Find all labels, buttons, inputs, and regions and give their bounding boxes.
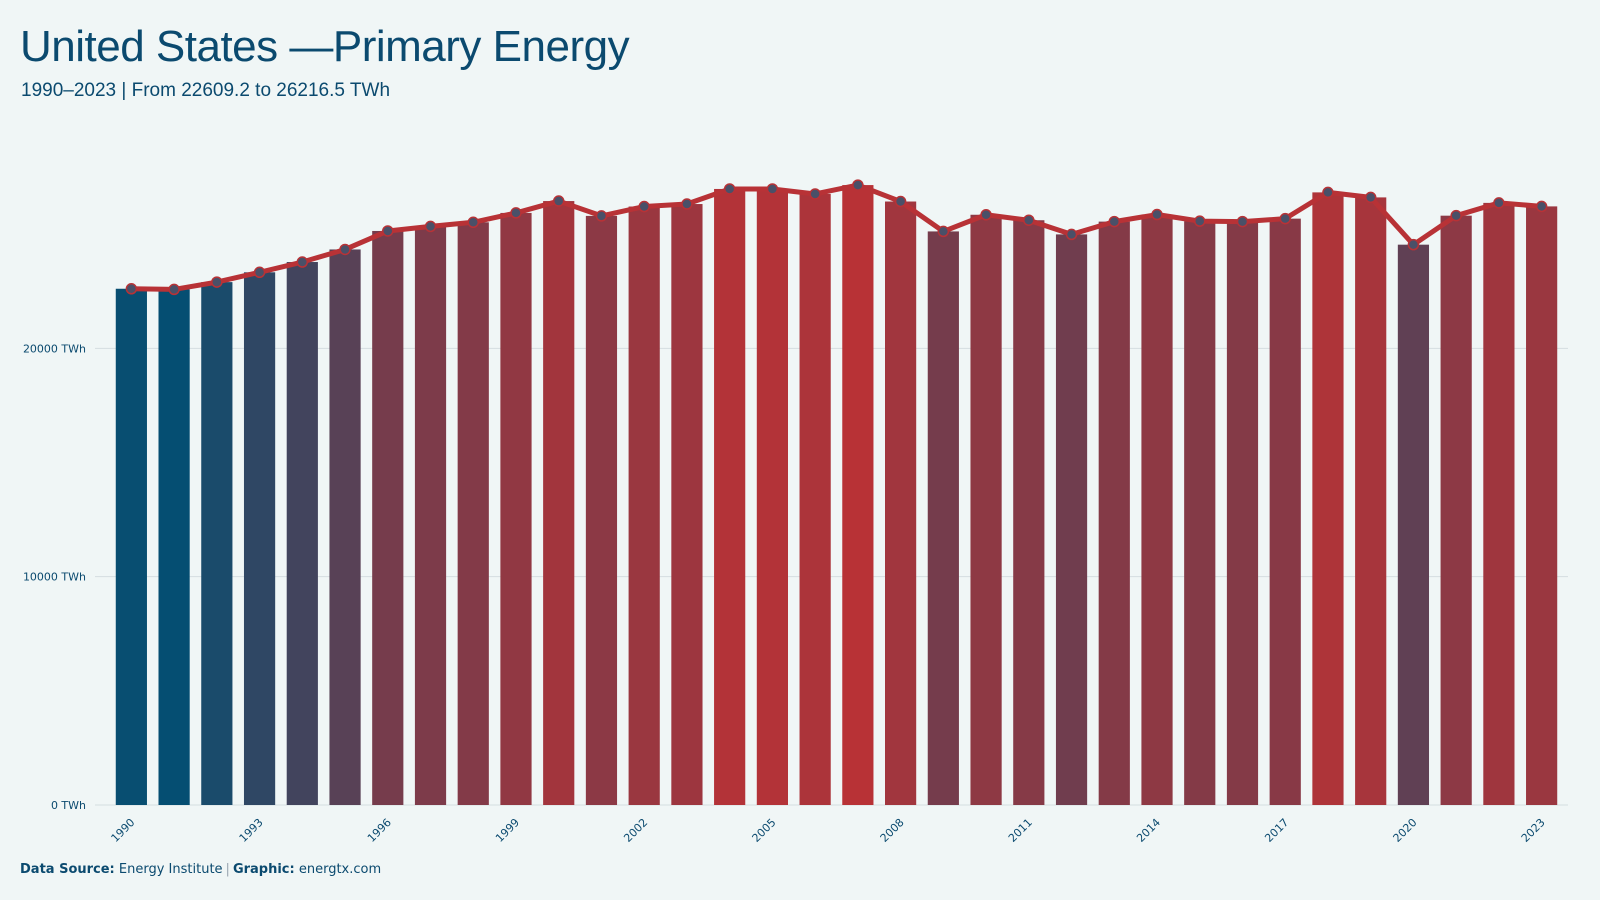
x-tick-label: 1990 <box>108 816 137 845</box>
x-tick-label: 2005 <box>750 816 779 845</box>
bar-2017 <box>1269 218 1301 805</box>
bar-2004 <box>714 188 746 805</box>
bar-2001 <box>585 215 618 805</box>
point-2008 <box>894 195 907 208</box>
y-tick-label: 20000 TWh <box>23 342 86 355</box>
bar-1996 <box>372 230 404 806</box>
point-2000 <box>552 195 565 207</box>
bar-2016 <box>1226 221 1259 805</box>
bar-2014 <box>1141 214 1173 805</box>
bar-2002 <box>628 206 660 805</box>
bar-1999 <box>500 212 532 806</box>
point-1999 <box>510 207 522 219</box>
bar-1990 <box>115 288 147 805</box>
point-1994 <box>296 256 309 268</box>
bar-2006 <box>799 193 831 806</box>
chart-subtitle: 1990–2023 | From 22609.2 to 26216.5 TWh <box>21 80 391 101</box>
point-2014 <box>1151 208 1163 221</box>
point-1990 <box>125 283 138 295</box>
x-tick-label: 2002 <box>621 816 650 845</box>
point-2004 <box>723 183 736 195</box>
point-2001 <box>595 210 608 222</box>
point-2019 <box>1364 191 1377 204</box>
bar-1991 <box>158 289 190 805</box>
bar-2008 <box>885 201 917 805</box>
bar-2003 <box>671 204 703 805</box>
bar-2013 <box>1098 221 1130 805</box>
bar-2022 <box>1483 202 1515 805</box>
x-tick-label: 2008 <box>878 816 907 845</box>
point-2013 <box>1108 215 1121 228</box>
point-1992 <box>211 276 223 288</box>
point-2009 <box>937 225 950 238</box>
bar-1998 <box>457 222 489 805</box>
bar-2012 <box>1055 234 1088 805</box>
bar-2021 <box>1440 215 1472 806</box>
bar-2023 <box>1526 206 1558 806</box>
footer-credits: Data Source: Energy Institute | Graphic: e… <box>20 862 381 877</box>
point-1996 <box>382 225 394 237</box>
point-2005 <box>766 183 779 195</box>
source-value: Energy Institute <box>118 862 223 877</box>
point-2010 <box>980 209 992 221</box>
x-tick-label: 2017 <box>1262 816 1291 845</box>
point-2023 <box>1535 200 1548 213</box>
bar-2000 <box>543 201 575 805</box>
source-label: Data Source: <box>20 862 115 877</box>
point-2007 <box>852 179 864 191</box>
point-1993 <box>253 266 266 279</box>
point-2022 <box>1493 197 1505 209</box>
x-tick-label: 2014 <box>1134 816 1163 845</box>
x-tick-label: 1999 <box>493 816 522 845</box>
point-2006 <box>809 188 821 200</box>
x-axis-ticks: 1990 1993 1996 1999 2002 2005 2008 2011 2014 2017… <box>108 816 1547 845</box>
point-2020 <box>1407 238 1420 251</box>
x-tick-label: 1993 <box>237 816 266 845</box>
point-2011 <box>1023 214 1035 226</box>
footer-separator: | <box>225 862 230 877</box>
graphic-value: energtx.com <box>298 862 382 877</box>
point-1995 <box>339 243 351 256</box>
x-tick-label: 1996 <box>365 816 394 845</box>
bars <box>115 185 1558 806</box>
bar-2018 <box>1312 192 1344 806</box>
bar-2010 <box>970 214 1002 806</box>
bar-1995 <box>329 249 361 806</box>
bar-1993 <box>243 272 276 805</box>
point-2021 <box>1450 209 1462 222</box>
trend-line-group <box>125 179 1548 296</box>
x-tick-label: 2011 <box>1006 816 1035 845</box>
bar-2009 <box>927 231 959 806</box>
bar-1997 <box>414 226 447 806</box>
point-2016 <box>1236 215 1249 228</box>
point-1997 <box>424 220 437 233</box>
point-2002 <box>638 200 650 213</box>
x-tick-label: 2023 <box>1519 816 1548 845</box>
point-1998 <box>467 216 479 229</box>
bar-2020 <box>1397 244 1430 806</box>
y-tick-label: 0 TWh <box>51 799 86 812</box>
point-2003 <box>681 198 693 210</box>
y-tick-label: 10000 TWh <box>23 571 86 584</box>
point-1991 <box>168 283 180 296</box>
bar-2015 <box>1184 221 1216 805</box>
graphic-label: Graphic: <box>232 862 295 877</box>
trend-line <box>128 182 1545 292</box>
y-axis-ticks: 0 TWh 10000 TWh 20000 TWh <box>23 342 86 812</box>
point-2018 <box>1322 186 1334 199</box>
point-2012 <box>1065 228 1078 241</box>
bar-2011 <box>1013 220 1045 805</box>
point-2017 <box>1279 212 1291 225</box>
x-tick-label: 2020 <box>1391 816 1420 845</box>
bar-1994 <box>286 262 318 806</box>
bar-2005 <box>756 188 788 805</box>
chart-title: United States —Primary Energy <box>20 22 630 71</box>
bar-1992 <box>201 282 233 805</box>
point-2015 <box>1194 215 1206 227</box>
bar-2019 <box>1355 197 1387 805</box>
bar-2007 <box>842 185 874 805</box>
